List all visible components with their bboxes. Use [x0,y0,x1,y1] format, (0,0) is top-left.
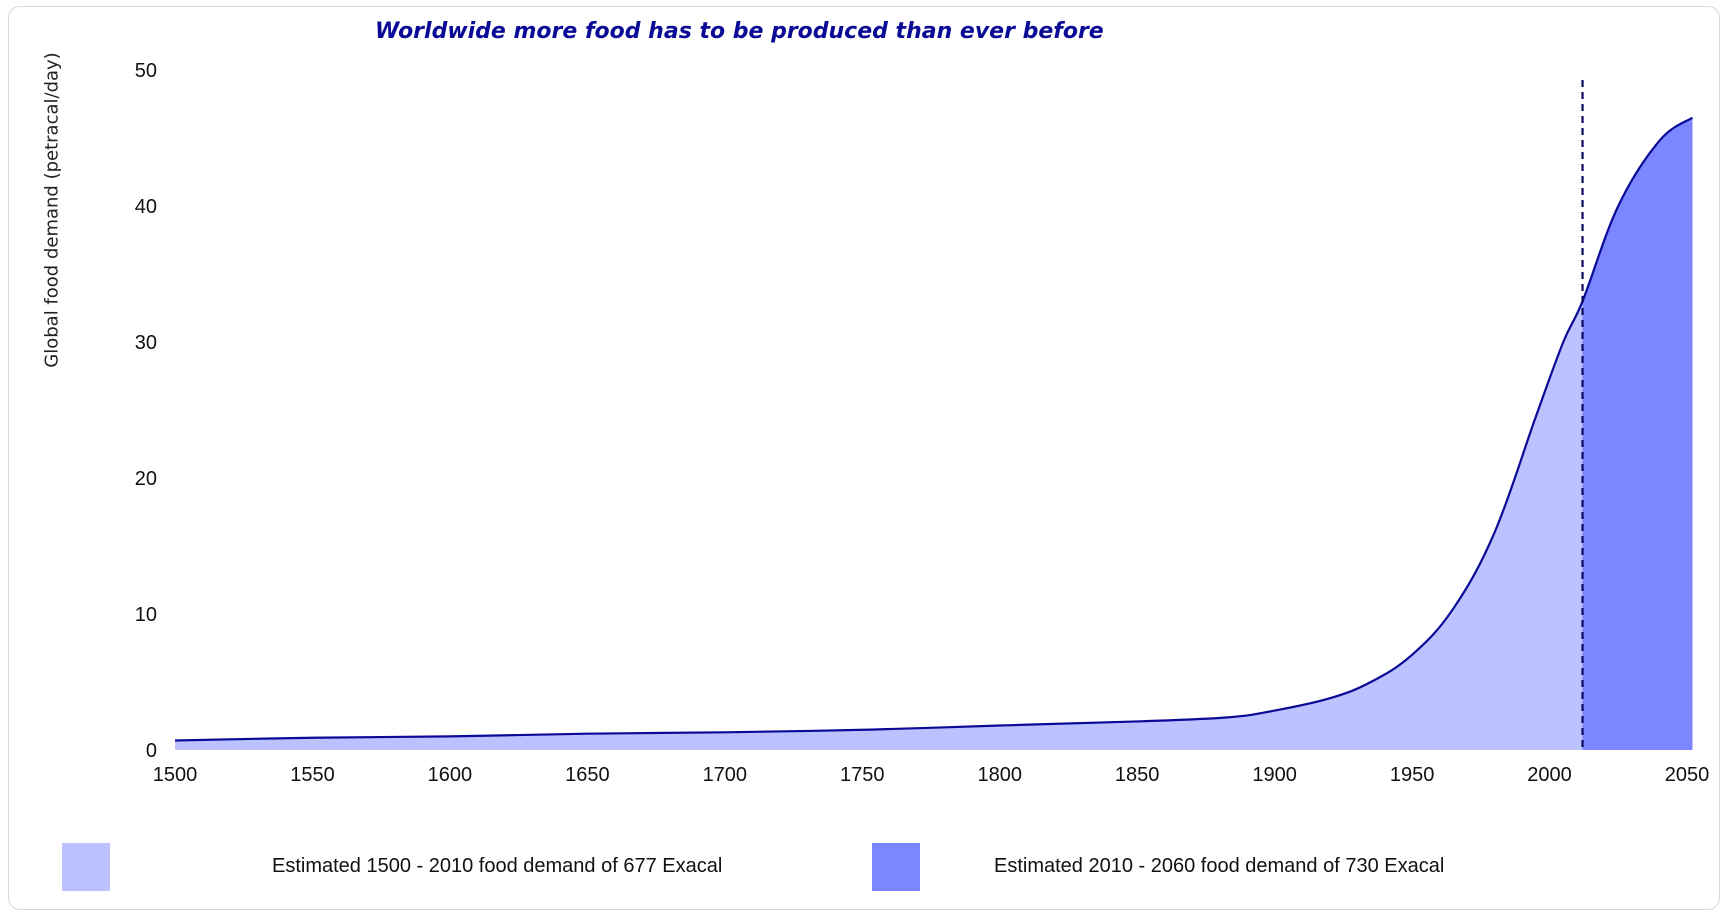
x-tick-label: 1850 [1115,764,1160,786]
area-past [175,301,1583,750]
legend-label-future: Estimated 2010 - 2060 food demand of 730… [994,855,1445,877]
x-tick-label: 1800 [977,764,1022,786]
x-tick-label: 1750 [840,764,885,786]
x-tick-label: 1650 [565,764,610,786]
x-tick-label: 1700 [703,764,748,786]
chart-frame [8,6,1720,910]
y-tick-label: 20 [135,468,157,490]
y-tick-label: 50 [135,60,157,82]
area-future [1582,117,1693,750]
x-tick-label: 1600 [428,764,473,786]
y-tick-label: 30 [135,332,157,354]
x-tick-label: 1900 [1252,764,1297,786]
y-tick-label: 10 [135,604,157,626]
y-tick-label: 40 [135,196,157,218]
legend-swatch-future [872,843,920,891]
x-tick-label: 1550 [290,764,335,786]
x-tick-label: 1500 [153,764,198,786]
y-tick-label: 0 [146,740,157,762]
legend-swatch-past [62,843,110,891]
x-tick-label: 2000 [1527,764,1572,786]
x-tick-label: 1950 [1390,764,1435,786]
legend-label-past: Estimated 1500 - 2010 food demand of 677… [272,855,723,877]
chart-title: Worldwide more food has to be produced t… [375,19,1104,44]
demand-line [174,116,1694,742]
x-tick-label: 2050 [1665,764,1710,786]
